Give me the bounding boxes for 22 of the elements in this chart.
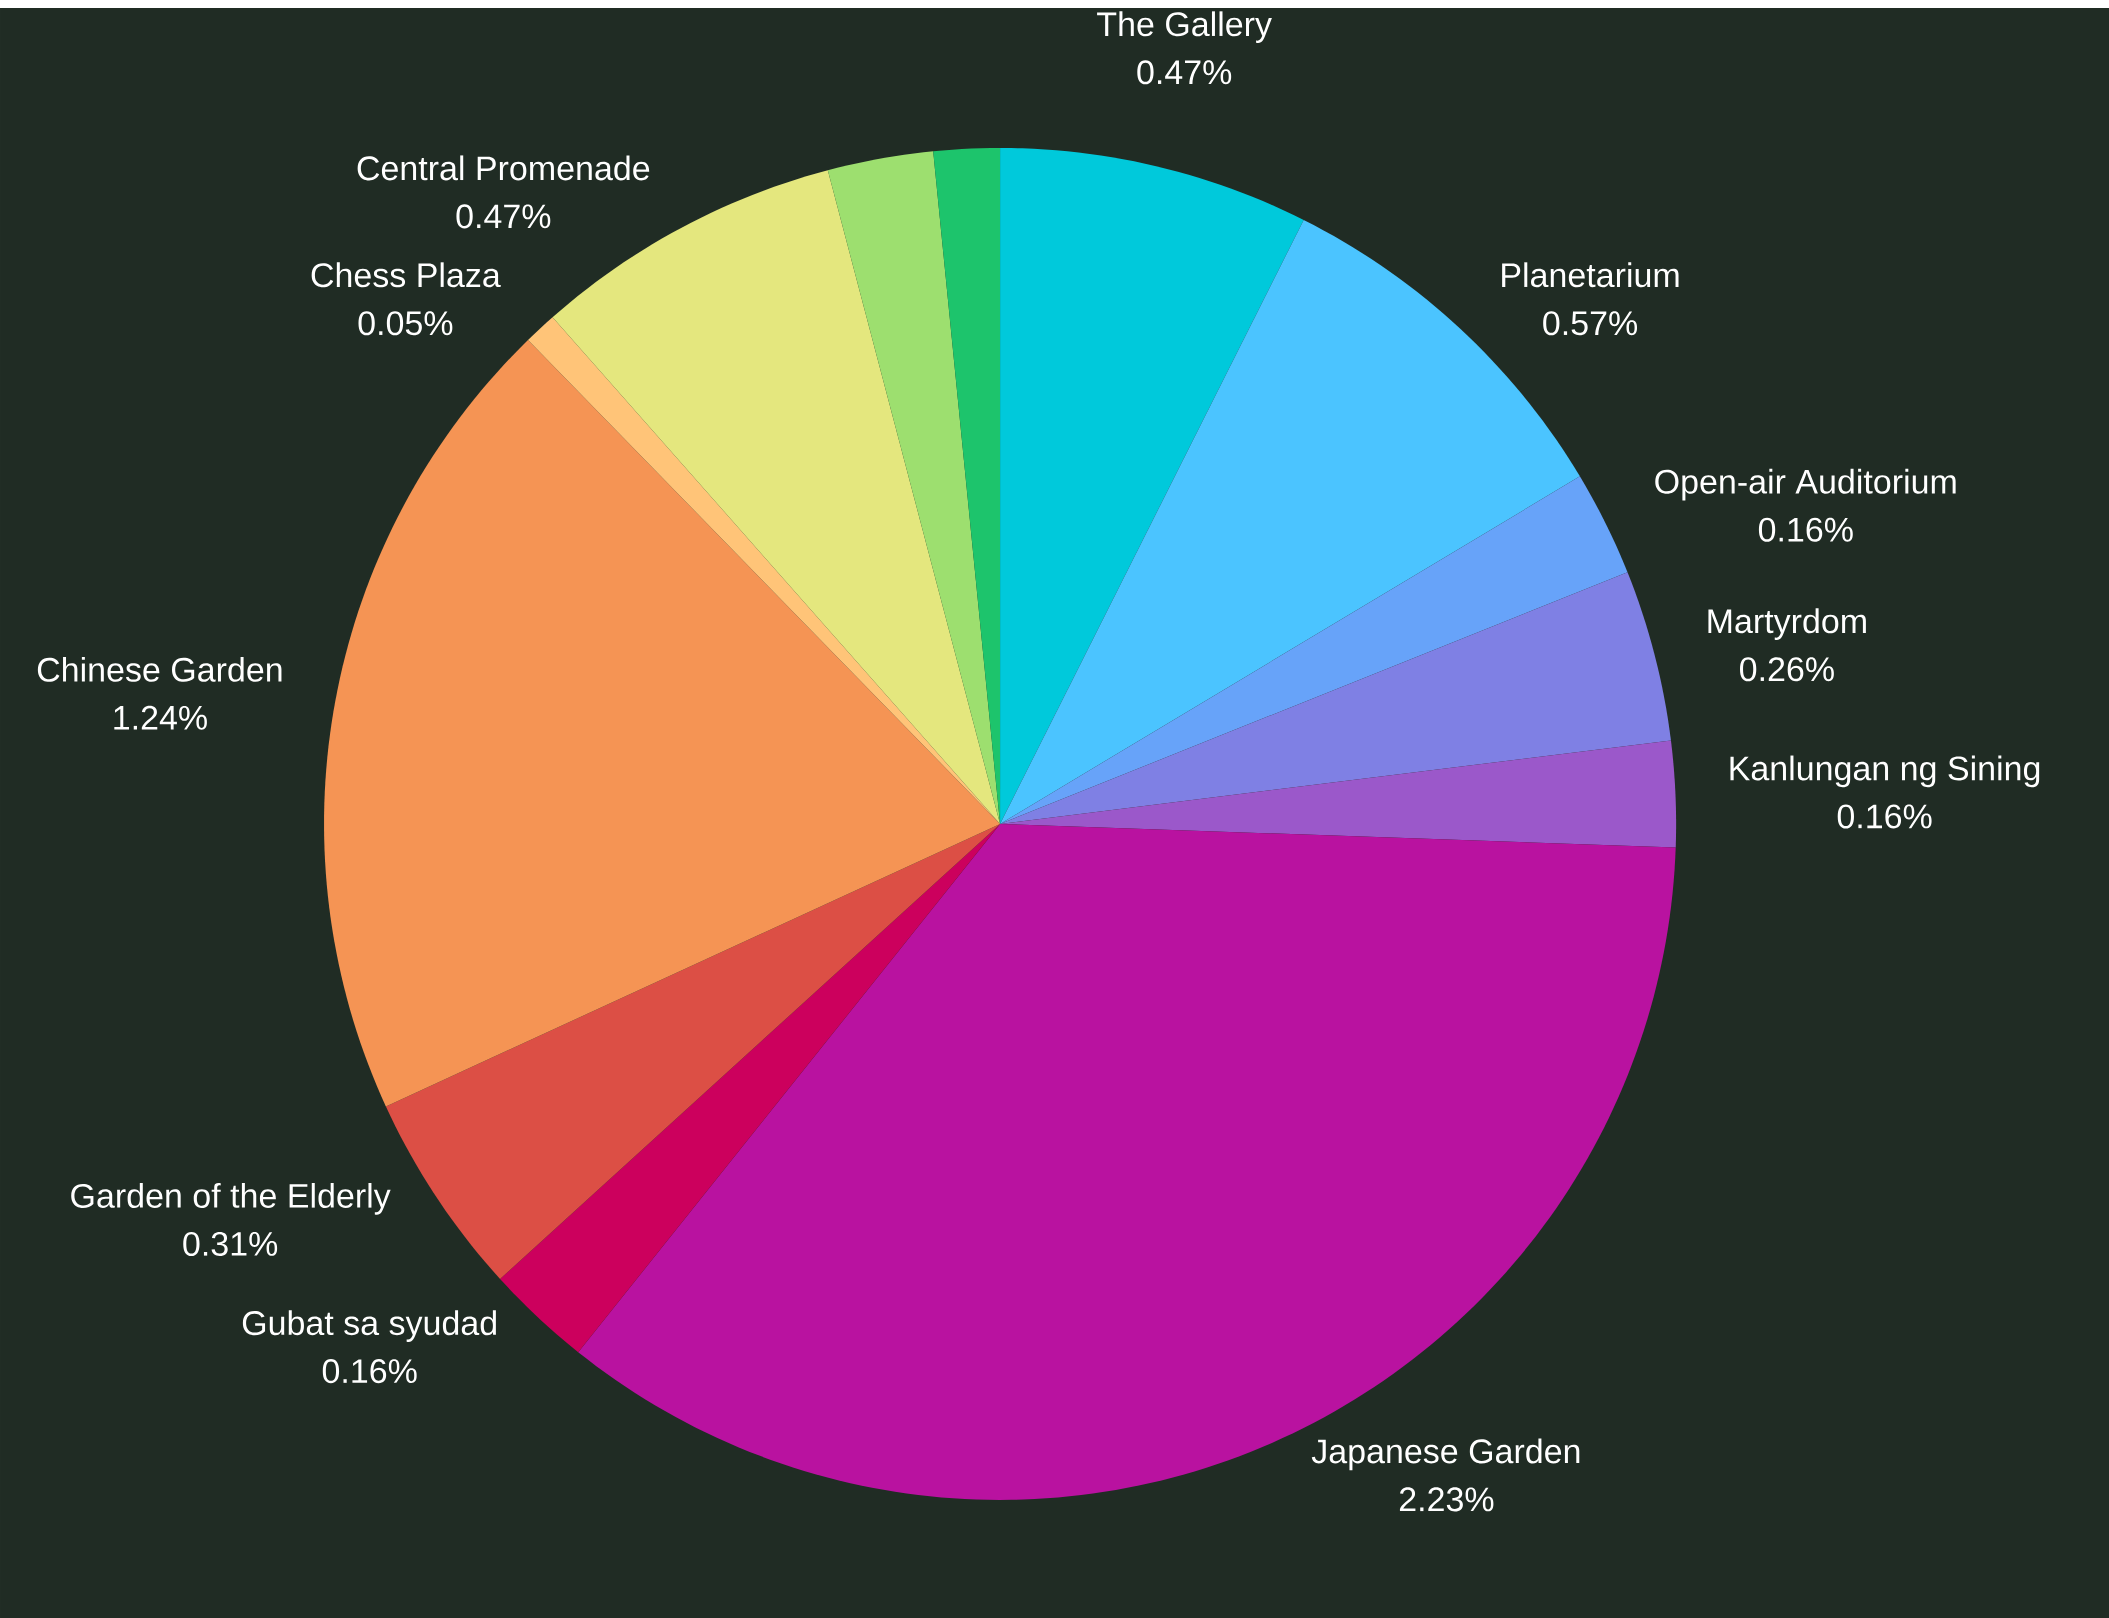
slice-label: Japanese Garden [1311,1438,1580,1471]
data-label: 0.16% [1758,517,1853,542]
data-label: 0.57% [1543,311,1638,336]
data-label: 0.31% [183,1231,278,1256]
data-label: 2.23% [1399,1487,1494,1512]
slice-label: Central Promenade [357,155,650,181]
slice-label: Kanlungan ng Sining [1730,755,2040,788]
data-label: 0.47% [1137,60,1232,85]
slice-label: Gubat sa syudad [242,1310,496,1342]
slice-label: Chinese Garden [37,656,282,682]
data-label: 0.16% [1837,804,1932,829]
slice-label: Martyrdom [1708,608,1866,641]
data-label: 0.47% [456,204,551,229]
data-label: 0.16% [322,1359,417,1384]
slice-label: Planetarium [1502,262,1679,288]
slice-label: Chess Plaza [311,262,501,288]
slice-label: Garden of the Elderly [71,1183,391,1215]
slice-label: The Gallery [1097,11,1272,44]
slice-label: Open-air Auditorium [1655,468,1956,501]
data-label: 0.26% [1740,657,1834,682]
data-label: 1.24% [114,705,207,730]
data-label: 0.05% [358,311,453,336]
